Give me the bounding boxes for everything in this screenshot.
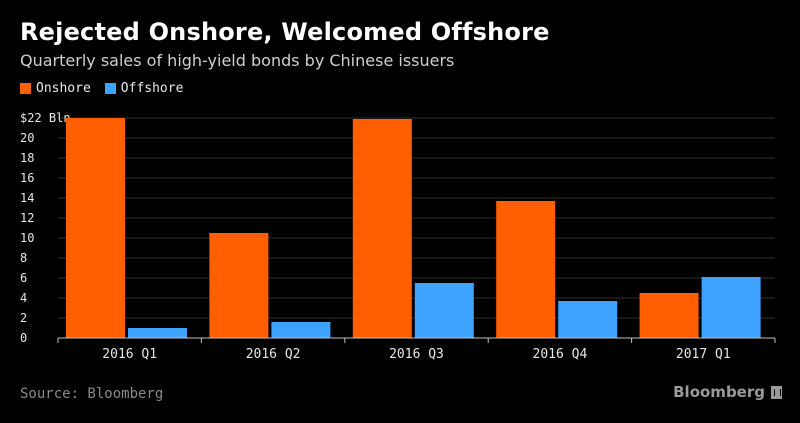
bar-onshore (66, 118, 125, 338)
y-tick-label: 6 (20, 271, 27, 285)
x-tick-label: 2016 Q4 (533, 347, 588, 362)
legend-label-onshore: Onshore (36, 81, 91, 96)
brand-name: Bloomberg (673, 383, 765, 401)
legend-swatch-onshore (20, 83, 31, 94)
bar-offshore (558, 301, 618, 338)
bar-onshore (639, 293, 699, 338)
bar-onshore (352, 119, 412, 338)
chart-title: Rejected Onshore, Welcomed Offshore (20, 18, 550, 46)
bar-onshore (496, 201, 556, 338)
legend: Onshore Offshore (20, 81, 183, 96)
y-unit-label: $22 Bln (20, 111, 71, 125)
y-tick-label: 12 (20, 211, 34, 225)
y-tick-label: 20 (20, 131, 34, 145)
bar-offshore (271, 322, 331, 338)
legend-item-onshore: Onshore (20, 81, 91, 96)
x-tick-label: 2016 Q1 (102, 347, 157, 362)
legend-item-offshore: Offshore (104, 81, 184, 96)
x-tick-label: 2016 Q3 (389, 347, 444, 362)
y-tick-label: 10 (20, 231, 34, 245)
bar-onshore (209, 233, 269, 338)
x-tick-label: 2017 Q1 (676, 347, 731, 362)
x-tick-label: 2016 Q2 (246, 347, 301, 362)
bar-offshore (414, 283, 474, 338)
legend-label-offshore: Offshore (120, 81, 184, 96)
chart-subtitle: Quarterly sales of high-yield bonds by C… (20, 51, 455, 70)
brand-logo: Bloomberg (673, 383, 782, 401)
bloomberg-mark-icon (771, 385, 782, 399)
bar-offshore (701, 277, 761, 338)
source-note: Source: Bloomberg (20, 386, 164, 402)
y-tick-label: 16 (20, 171, 34, 185)
legend-swatch-offshore (104, 83, 116, 94)
y-tick-label: 14 (20, 191, 34, 205)
bar-offshore (128, 328, 187, 338)
y-tick-label: 8 (20, 251, 27, 265)
y-tick-label: 2 (20, 311, 27, 325)
y-tick-label: 0 (20, 331, 27, 345)
y-tick-label: 18 (20, 151, 34, 165)
y-tick-label: 4 (20, 291, 27, 305)
